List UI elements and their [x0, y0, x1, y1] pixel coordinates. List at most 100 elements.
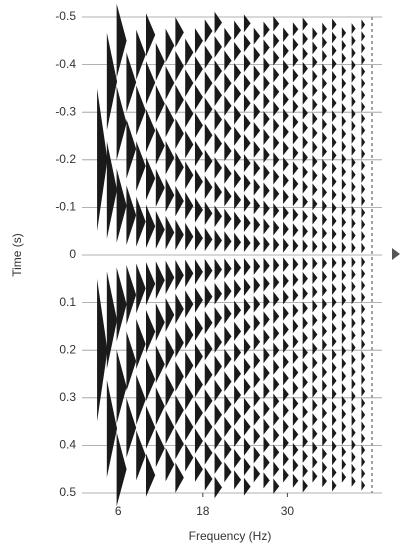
wiggle-lobe — [165, 178, 175, 212]
wiggle-lobe — [341, 395, 347, 408]
y-tick-label: -0.1 — [55, 200, 76, 214]
wiggle-lobe — [292, 145, 299, 160]
wiggle-lobe — [204, 123, 213, 147]
wiggle-lobe — [351, 157, 356, 168]
wiggle-lobe — [312, 112, 318, 126]
wiggle-lobe — [185, 222, 194, 251]
wiggle-lobe — [204, 363, 213, 387]
wiggle-lobe — [263, 182, 270, 199]
wiggle-lobe — [292, 473, 299, 488]
wiggle-lobe — [253, 371, 261, 389]
wiggle-lobe — [194, 456, 203, 482]
wiggle-lobe — [361, 89, 366, 101]
wiggle-lobe — [194, 84, 203, 110]
wiggle-lobe — [283, 451, 289, 467]
wiggle-lobe — [194, 225, 203, 251]
x-tick-label: 18 — [196, 504, 210, 518]
wiggle-lobe — [204, 337, 213, 361]
wiggle-lobe — [146, 357, 156, 401]
wiggle-lobe — [322, 420, 327, 433]
wiggle-lobe — [332, 348, 337, 361]
wiggle-lobe — [332, 228, 337, 240]
wiggle-lobe — [234, 105, 242, 125]
wiggle-lobe — [175, 118, 184, 149]
wiggle-lobe — [351, 293, 356, 305]
wiggle-lobe — [283, 338, 289, 353]
wiggle-lobe — [361, 480, 366, 491]
wiggle-lobe — [136, 140, 146, 192]
wiggle-lobe — [253, 84, 261, 102]
wiggle-lobe — [136, 318, 146, 370]
wiggle-lobe — [234, 300, 242, 320]
wiggle-lobe — [322, 90, 327, 104]
wiggle-lobe — [234, 232, 242, 252]
wiggle-lobe — [302, 165, 308, 179]
wiggle-lobe — [263, 257, 270, 274]
wiggle-lobe — [341, 458, 347, 471]
wiggle-lobe — [361, 183, 366, 195]
wiggle-lobe — [322, 447, 327, 461]
wiggle-lobe — [302, 76, 308, 91]
wiggle-lobe — [332, 387, 337, 400]
wiggle-lobe — [146, 61, 156, 105]
wiggle-lobe — [312, 41, 318, 55]
wiggle-lobe — [273, 16, 280, 32]
wiggle-lobe — [332, 427, 337, 440]
wiggle-lobe — [351, 120, 356, 132]
wiggle-lobe — [322, 257, 327, 270]
wiggle-lobe — [332, 335, 337, 348]
wiggle-lobe — [361, 386, 366, 397]
wiggle-lobe — [214, 476, 223, 499]
wiggle-lobe — [273, 376, 280, 392]
wiggle-lobe — [155, 387, 165, 426]
wiggle-lobe — [234, 20, 242, 40]
wiggle-lobe — [185, 99, 194, 128]
wiggle-lobe — [332, 175, 337, 188]
wiggle-lobe — [361, 421, 366, 432]
wiggle-lobe — [214, 84, 223, 107]
wiggle-lobe — [253, 121, 261, 139]
wiggle-lobe — [361, 195, 366, 207]
wiggle-lobe — [175, 260, 184, 291]
wiggle-lobe — [155, 210, 165, 249]
wiggle-lobe — [214, 403, 223, 426]
wiggle-lobe — [302, 346, 308, 360]
wiggle-lobe — [361, 101, 366, 113]
wiggle-lobe — [165, 260, 175, 295]
wiggle-lobe — [332, 149, 337, 162]
wiggle-lobe — [322, 352, 327, 365]
wiggle-lobe — [224, 416, 232, 437]
wiggle-lobe — [361, 315, 366, 327]
wiggle-lobe — [302, 180, 308, 194]
wiggle-lobe — [351, 256, 356, 268]
wiggle-lobe — [234, 190, 242, 210]
wiggle-lobe — [263, 400, 270, 417]
wiggle-lobe — [283, 205, 289, 221]
wiggle-lobe — [136, 196, 146, 247]
wiggle-lobe — [332, 374, 337, 387]
wiggle-lobe — [165, 215, 175, 250]
wiggle-lobe — [273, 427, 280, 443]
wiggle-lobe — [194, 112, 203, 139]
wiggle-lobe — [302, 360, 308, 375]
wiggle-lobe — [273, 237, 280, 253]
wiggle-lobe — [165, 447, 175, 482]
wiggle-lobe — [126, 52, 137, 113]
wiggle-lobe — [214, 452, 223, 475]
y-axis-label: Time (s) — [10, 233, 24, 277]
wiggle-lobe — [283, 173, 289, 188]
wiggle-lobe — [361, 172, 366, 183]
wiggle-lobe — [292, 207, 299, 222]
wiggle-lobe — [341, 256, 347, 269]
wiggle-lobe — [243, 154, 251, 173]
wiggle-lobe — [361, 303, 366, 315]
wiggle-lobe — [332, 453, 337, 466]
wiggle-lobe — [165, 66, 175, 100]
wiggle-lobe — [273, 135, 280, 151]
wiggle-lobe — [302, 331, 308, 345]
wiggle-lobe — [175, 327, 184, 358]
wiggle-lobe — [116, 86, 127, 161]
wiggle-lobe — [165, 28, 175, 63]
wiggle-lobe — [204, 258, 213, 283]
wiggle-lobe — [292, 99, 299, 114]
